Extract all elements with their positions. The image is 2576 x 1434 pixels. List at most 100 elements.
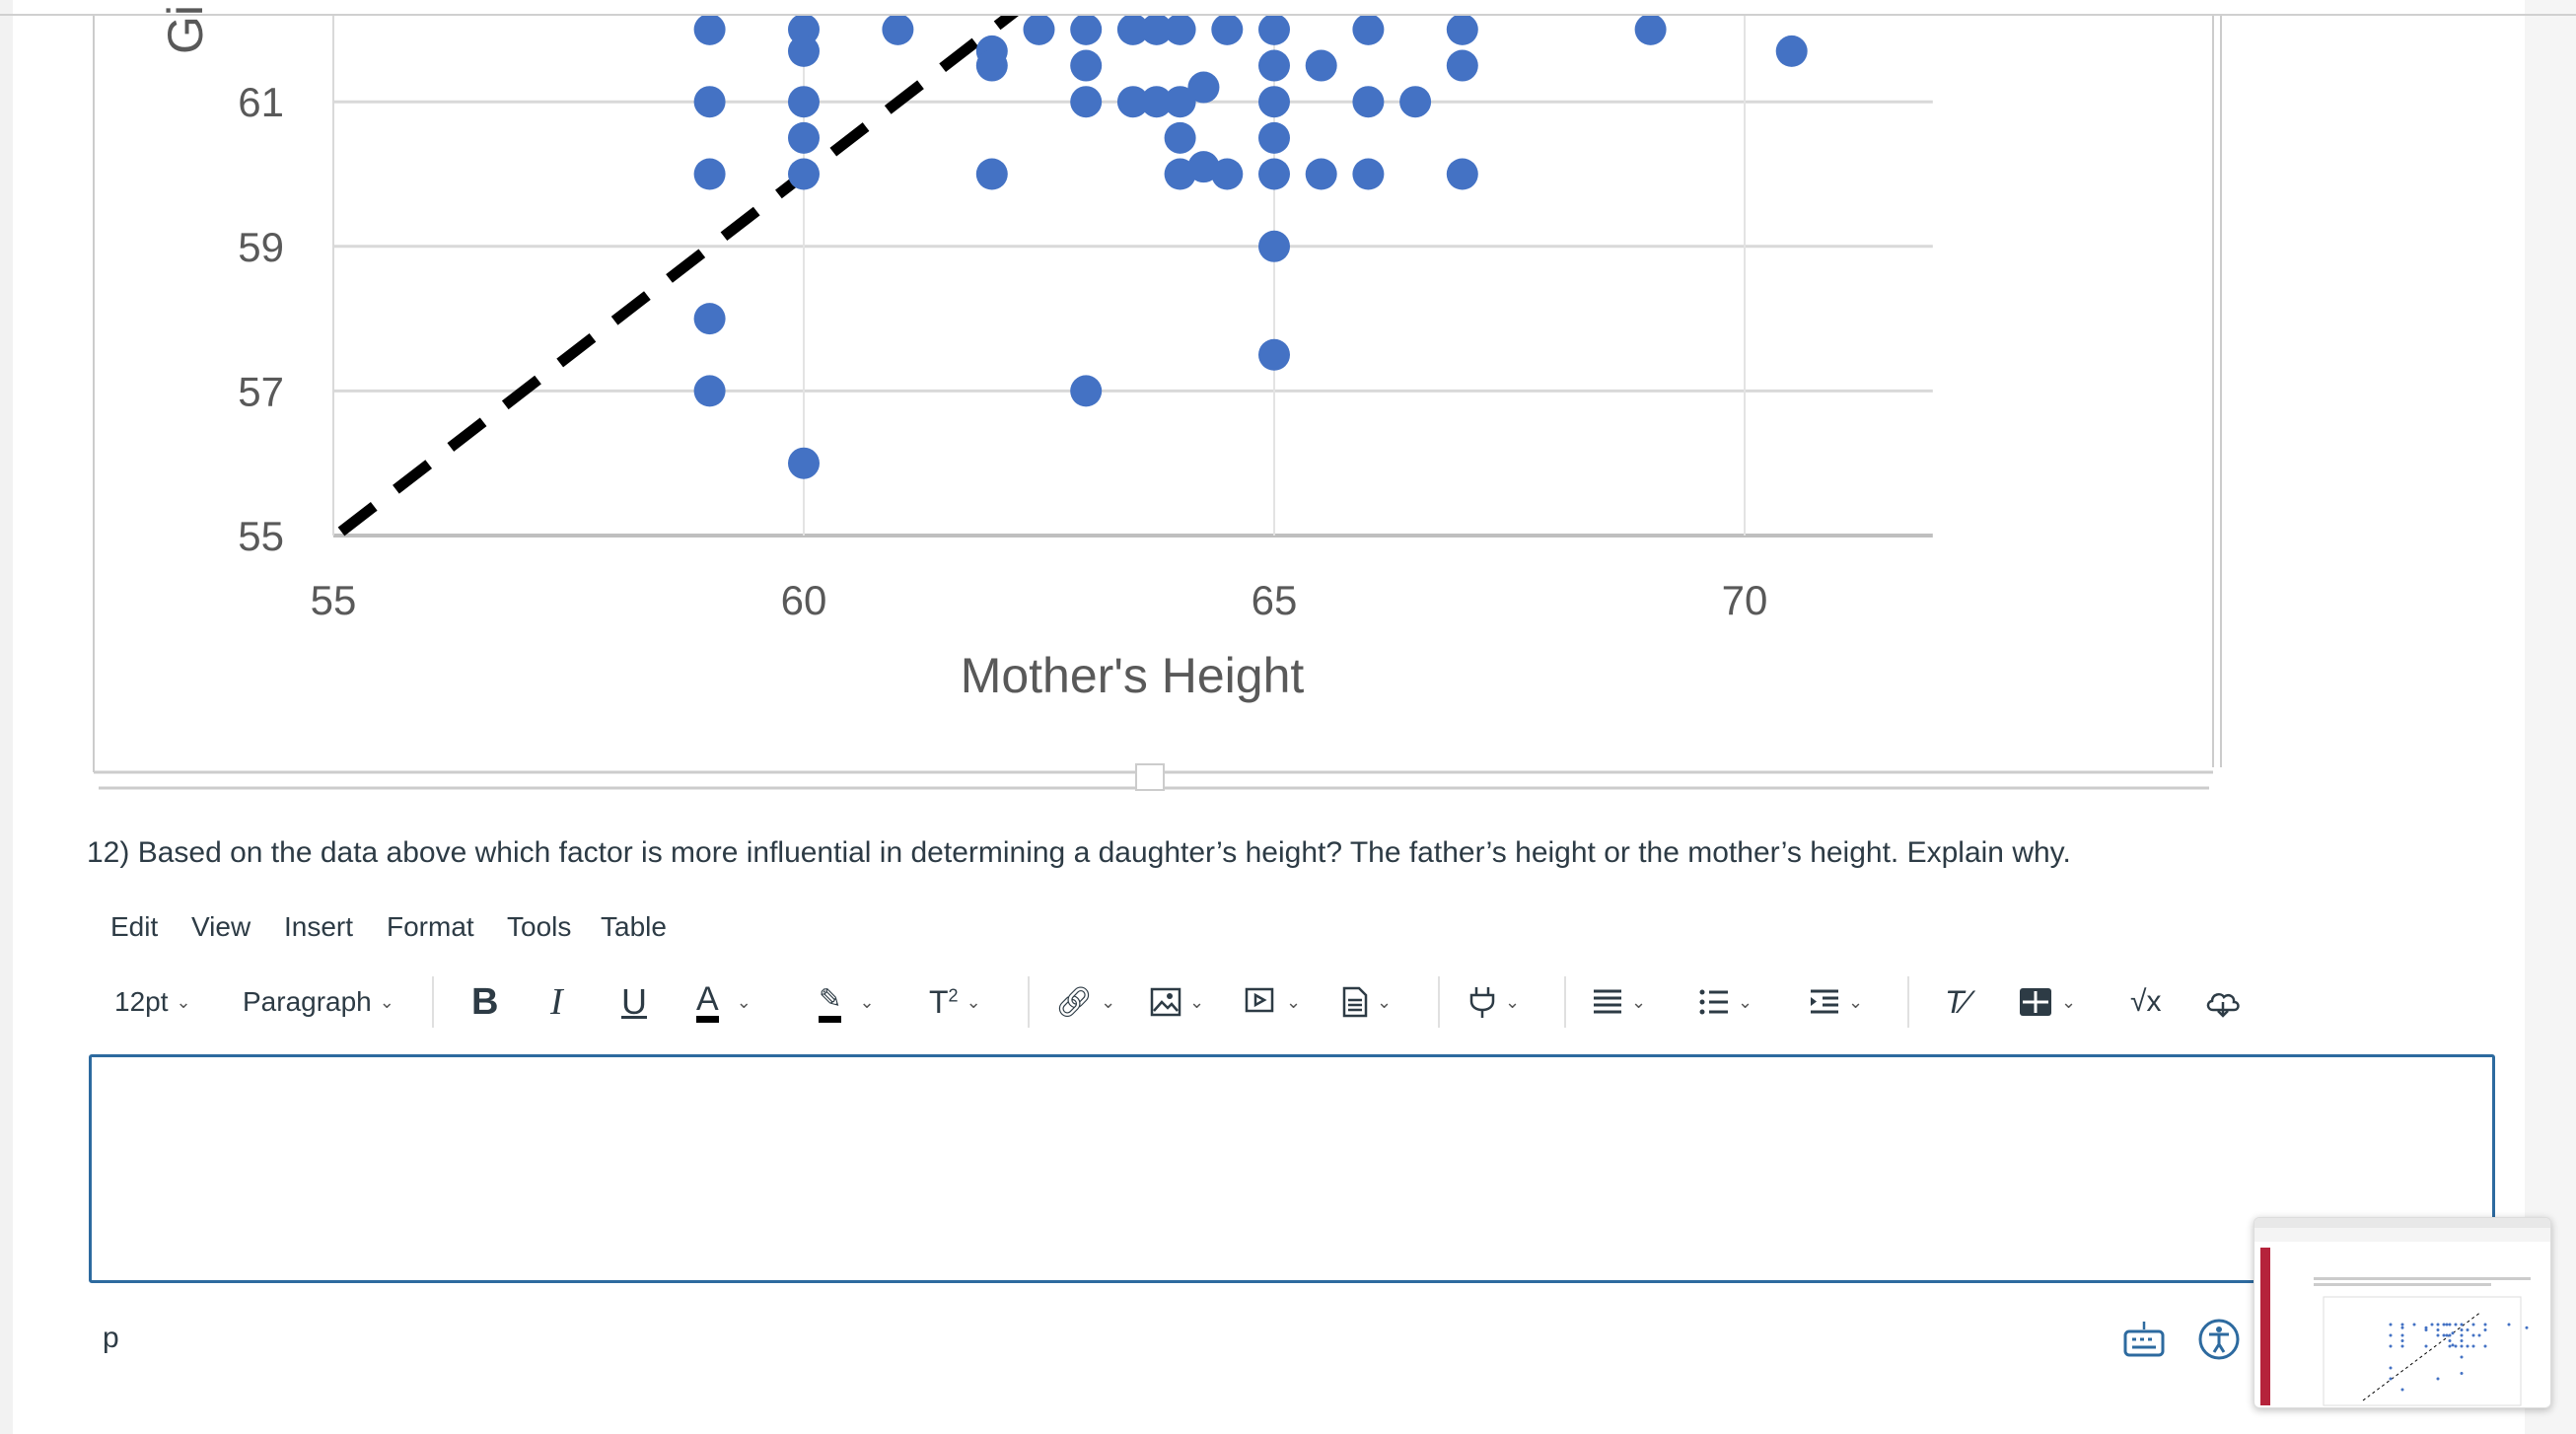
math-button[interactable]: √x <box>2130 980 2161 1024</box>
cloud-button[interactable] <box>2203 980 2243 1024</box>
thumbnail-dot <box>2389 1366 2393 1370</box>
superscript-button[interactable]: T2 ⌄ <box>929 980 981 1024</box>
data-point <box>693 375 726 407</box>
text-color-button[interactable]: A ⌄ <box>696 980 751 1024</box>
highlight-icon: ✎ <box>819 982 842 1023</box>
link-icon: 🔗︎ <box>1055 985 1094 1019</box>
chevron-down-icon: ⌄ <box>1286 991 1302 1012</box>
right-scroll-gutter <box>2525 0 2576 1434</box>
resize-handle <box>1135 763 1165 791</box>
thumbnail-dot <box>2507 1323 2511 1326</box>
data-point <box>1116 16 1149 45</box>
italic-button[interactable]: I <box>550 980 563 1024</box>
menu-table[interactable]: Table <box>601 911 667 942</box>
y-tick-label: 61 <box>238 79 284 125</box>
chevron-down-icon: ⌄ <box>1101 991 1116 1012</box>
thumbnail-dot <box>2451 1331 2455 1335</box>
align-icon <box>1594 989 1621 1014</box>
data-point <box>1070 49 1103 82</box>
data-point <box>1140 16 1173 45</box>
thumbnail-dot <box>2471 1344 2475 1348</box>
screenshot-thumbnail-preview[interactable] <box>2254 1217 2551 1408</box>
chevron-down-icon: ⌄ <box>859 991 875 1012</box>
thumbnail-dot <box>2460 1328 2464 1331</box>
data-point <box>1258 49 1290 82</box>
bullet-list-button[interactable]: ⌄ <box>1698 980 1753 1024</box>
indent-button[interactable]: ⌄ <box>1809 980 1863 1024</box>
bold-button[interactable]: B <box>471 980 498 1024</box>
math-sqrt-icon: √x <box>2130 985 2162 1018</box>
menu-edit[interactable]: Edit <box>110 911 159 942</box>
data-point <box>1305 158 1337 190</box>
data-point <box>1164 16 1196 45</box>
thumbnail-dot <box>2460 1372 2464 1375</box>
thumbnail-dot <box>2442 1323 2446 1326</box>
chevron-down-icon: ⌄ <box>1377 991 1393 1012</box>
cloud-icon <box>2206 992 2240 1018</box>
document-button[interactable]: ⌄ <box>1341 980 1392 1024</box>
thumbnail-dot <box>2471 1323 2475 1326</box>
data-point <box>788 35 820 67</box>
thumbnail-dot <box>2448 1333 2452 1337</box>
reference-line <box>337 16 1019 537</box>
block-format-dropdown[interactable]: Paragraph ⌄ <box>243 980 394 1024</box>
thumbnail-dot <box>2442 1333 2446 1337</box>
document-icon <box>1342 986 1368 1018</box>
thumbnail-dot <box>2460 1333 2464 1337</box>
x-tick-label: 70 <box>1722 577 1768 623</box>
chevron-down-icon: ⌄ <box>2061 991 2077 1012</box>
clear-format-button[interactable]: T⁄ <box>1945 980 1969 1024</box>
chevron-down-icon: ⌄ <box>736 991 751 1012</box>
image-icon <box>1150 987 1181 1017</box>
keyboard-icon <box>2123 1322 2165 1357</box>
toolbar-separator <box>1028 976 1030 1028</box>
accessibility-checker-button[interactable] <box>2197 1318 2241 1366</box>
data-point <box>1116 86 1149 118</box>
x-tick-label: 60 <box>781 577 827 623</box>
highlight-button[interactable]: ✎ ⌄ <box>819 980 875 1024</box>
data-point <box>1258 230 1290 262</box>
chart-frame <box>93 16 2222 791</box>
chevron-down-icon: ⌄ <box>1505 991 1521 1012</box>
thumbnail-image <box>2254 1218 2550 1406</box>
apps-button[interactable]: ⌄ <box>1467 980 1520 1024</box>
thumbnail-dot <box>2483 1323 2487 1326</box>
image-button[interactable]: ⌄ <box>1150 980 1204 1024</box>
menu-format[interactable]: Format <box>387 911 474 942</box>
x-tick-label: 55 <box>311 577 357 623</box>
menu-insert[interactable]: Insert <box>284 911 354 942</box>
align-button[interactable]: ⌄ <box>1592 980 1646 1024</box>
indent-icon <box>1811 989 1838 1014</box>
rich-text-editor-area[interactable] <box>89 1054 2495 1283</box>
data-point <box>693 303 726 335</box>
media-button[interactable]: ⌄ <box>1245 980 1301 1024</box>
thumbnail-dot <box>2460 1339 2464 1342</box>
data-point <box>693 158 726 190</box>
font-size-dropdown[interactable]: 12pt ⌄ <box>114 980 191 1024</box>
underline-icon: U <box>621 981 647 1022</box>
toolbar-separator <box>1907 976 1909 1028</box>
chevron-down-icon: ⌄ <box>176 991 191 1012</box>
chevron-down-icon: ⌄ <box>1738 991 1753 1012</box>
data-point <box>1258 121 1290 154</box>
table-button[interactable]: ⌄ <box>2018 980 2076 1024</box>
data-point <box>788 121 820 154</box>
data-point <box>975 49 1008 82</box>
thumbnail-dot <box>2400 1344 2404 1348</box>
link-button[interactable]: 🔗︎ ⌄ <box>1055 980 1115 1024</box>
thumbnail-dot <box>2445 1333 2449 1337</box>
x-tick-label: 65 <box>1252 577 1298 623</box>
data-point <box>1211 158 1244 190</box>
underline-button[interactable]: U <box>621 980 647 1024</box>
data-point <box>1140 86 1173 118</box>
keyboard-shortcuts-button[interactable] <box>2122 1320 2166 1364</box>
data-point <box>788 447 820 479</box>
text-color-icon: A <box>696 982 719 1023</box>
data-point <box>1352 16 1385 45</box>
menu-view[interactable]: View <box>191 911 251 942</box>
top-divider <box>0 14 2576 16</box>
menu-tools[interactable]: Tools <box>507 911 572 942</box>
thumbnail-dot <box>2483 1328 2487 1331</box>
scatter-chart: 55 57 59 61 55 60 65 70 Mother's Height Gi <box>93 5 2222 791</box>
element-path[interactable]: p <box>103 1322 119 1354</box>
